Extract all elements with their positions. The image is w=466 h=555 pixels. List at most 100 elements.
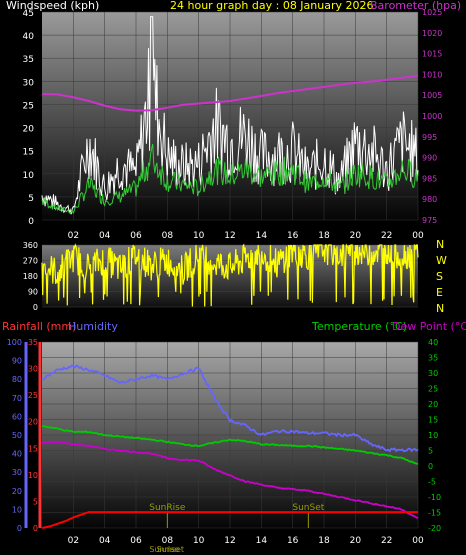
wind-x-tick-label: 10 [193,231,205,241]
temp-y-tick-label: -5 [428,478,436,487]
barometer-y-tick-label: 1015 [422,50,442,59]
wind-x-tick-label: 20 [350,231,362,241]
humidity-y-tick-label: 100 [7,338,22,347]
rain-y-tick-label: 35 [28,338,38,347]
wind-y-tick-label: 30 [23,78,35,88]
barometer-y-tick-label: 990 [422,154,437,163]
direction-y-tick-label: 360 [23,241,38,250]
direction-y-tick-label: 0 [33,303,38,312]
temp-y-tick-label: -20 [428,524,441,533]
barometer-y-tick-label: 1005 [422,91,442,100]
windspeed-label: Windspeed (kph) [6,0,99,12]
wind-x-tick-label: 14 [256,231,268,241]
temp-y-tick-label: 30 [428,369,438,378]
rain-y-tick-label: 0 [33,524,38,533]
temp-y-tick-label: 10 [428,431,438,440]
wind-y-tick-label: 5 [28,194,34,204]
wind-x-tick-label: 16 [287,231,299,241]
wind-y-tick-label: 35 [23,55,34,65]
temp-x-tick-label: 10 [193,536,205,546]
wind-average-series [41,143,419,215]
direction-y-tick-label: 90 [28,288,38,297]
humidity-y-tick-label: 70 [12,394,22,403]
wind-gust-series [41,16,419,215]
direction-y-tick-label: 270 [23,257,38,266]
temp-x-tick-label: 22 [381,536,392,546]
rainfall-series [41,511,418,529]
rain-y-tick-label: 25 [28,391,38,400]
compass-label: W [436,254,447,267]
rainfall-label: Rainfall (mm) [2,320,76,333]
rain-y-tick-label: 20 [28,418,38,427]
sunrise-bottom-label: Sunrise [149,545,179,554]
temp-x-tick-label: 02 [68,536,79,546]
temp-x-tick-label: 00 [412,536,424,546]
temp-x-tick-label: 14 [256,536,268,546]
rain-y-tick-label: 15 [28,444,38,453]
barometer-y-tick-label: 975 [422,216,437,225]
humidity-y-tick-label: 50 [12,431,22,440]
barometer-y-tick-label: 985 [422,174,437,183]
wind-y-tick-label: 20 [23,125,35,135]
humidity-y-tick-label: 30 [12,468,22,477]
temp-y-tick-label: -10 [428,493,441,502]
compass-label: N [436,302,444,315]
wind-x-tick-label: 08 [162,231,174,241]
compass-label: E [436,286,443,299]
humidity-y-tick-label: 60 [12,412,22,421]
rain-y-tick-label: 10 [28,471,38,480]
barometer-y-tick-label: 1000 [422,112,442,121]
temp-y-tick-label: 25 [428,385,438,394]
rain-y-tick-label: 5 [33,497,38,506]
barometer-y-tick-label: 995 [422,133,437,142]
barometer-y-tick-label: 1020 [422,29,442,38]
sunrise-label: SunRise [149,503,186,513]
barometer-label: Barometer (hpa) [370,0,461,12]
sunset-bottom-label: Sunset [157,545,184,554]
temp-y-tick-label: 40 [428,338,438,347]
chart-title: 24 hour graph day : 08 January 2026 [170,0,374,12]
temp-y-tick-label: 20 [428,400,438,409]
wind-y-tick-label: 40 [23,32,35,42]
humidity-y-tick-label: 40 [12,450,22,459]
temp-x-tick-label: 12 [224,536,235,546]
dewpoint-series [41,440,419,520]
wind-direction-series [41,243,419,307]
wind-y-tick-label: 25 [23,101,34,111]
barometer-series [41,74,419,112]
barometer-y-tick-label: 980 [422,195,437,204]
rain-y-tick-label: 30 [28,365,38,374]
temp-x-tick-label: 20 [350,536,362,546]
chart-marks: 0510152025303540459759809859909951000100… [7,8,447,554]
humidity-y-tick-label: 20 [12,487,22,496]
wind-x-tick-label: 06 [130,231,142,241]
barometer-y-tick-label: 1010 [422,70,442,79]
wind-x-tick-label: 22 [381,231,392,241]
wind-x-tick-label: 00 [412,231,424,241]
wind-x-tick-label: 04 [99,231,111,241]
wind-y-tick-label: 15 [23,148,34,158]
barometer-y-tick-label: 1025 [422,8,442,17]
direction-y-tick-label: 180 [23,272,38,281]
temperature-label: Temperature (°C) [311,320,407,333]
temp-y-tick-label: 5 [428,447,433,456]
wind-y-tick-label: 45 [23,9,34,19]
wind-y-tick-label: 10 [23,171,35,181]
wind-x-tick-label: 12 [224,231,235,241]
temp-y-tick-label: 15 [428,416,438,425]
humidity-y-tick-label: 80 [12,375,22,384]
wind-x-tick-label: 18 [318,231,330,241]
compass-label: S [436,270,443,283]
humidity-label: Humidity [68,320,118,333]
temp-x-tick-label: 18 [318,536,330,546]
temp-y-tick-label: 0 [428,462,433,471]
sunset-label: SunSet [292,503,324,513]
humidity-y-tick-label: 0 [17,524,22,533]
temperature-series [41,424,419,465]
wind-x-tick-label: 02 [68,231,79,241]
temp-y-tick-label: 35 [428,354,438,363]
compass-label: N [436,238,444,251]
humidity-series [41,364,419,453]
